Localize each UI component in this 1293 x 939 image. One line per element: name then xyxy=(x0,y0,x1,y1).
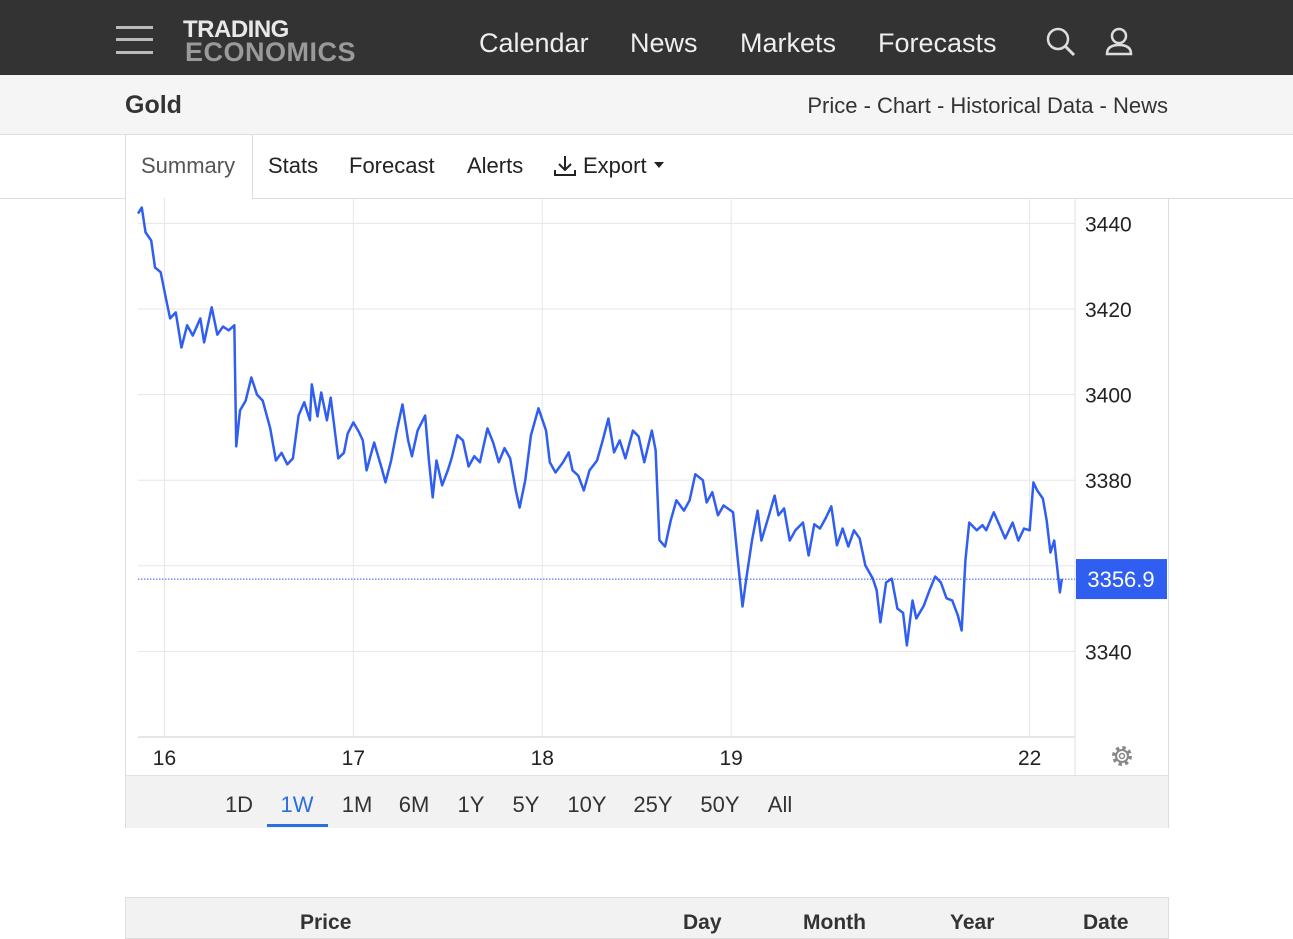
y-tick-label: 3340 xyxy=(1085,641,1132,664)
page-title: Gold xyxy=(125,91,182,119)
sub-header: Gold Price - Chart - Historical Data - N… xyxy=(0,75,1293,135)
range-button[interactable]: 1D xyxy=(224,792,254,817)
logo-line2[interactable]: ECONOMICS xyxy=(185,37,357,67)
range-button[interactable]: 25Y xyxy=(633,792,673,817)
export-icon[interactable] xyxy=(553,154,579,178)
column-header: Year xyxy=(950,911,995,934)
last-price-label: 3356.9 xyxy=(1087,567,1154,592)
price-line xyxy=(136,206,1064,647)
range-button[interactable]: 1Y xyxy=(457,792,485,817)
range-bar xyxy=(126,775,1168,828)
range-button[interactable]: 5Y xyxy=(512,792,540,817)
column-header: Day xyxy=(683,911,722,934)
nav-link[interactable]: Calendar xyxy=(479,28,589,58)
tab[interactable]: Summary xyxy=(141,153,236,178)
export-caret[interactable] xyxy=(653,160,667,170)
x-tick-label: 16 xyxy=(153,747,176,770)
tab[interactable]: Stats xyxy=(268,153,319,178)
nav-link[interactable]: Forecasts xyxy=(878,28,997,58)
chart: 33403360338034003420344016171819223356.9 xyxy=(136,198,1167,775)
menu-button[interactable] xyxy=(116,26,154,56)
active-tab-bg xyxy=(125,135,253,199)
tab[interactable]: Alerts xyxy=(467,153,524,178)
range-button[interactable]: 10Y xyxy=(567,792,607,817)
x-tick-label: 19 xyxy=(720,747,743,770)
range-button[interactable]: 1W xyxy=(280,792,314,817)
logo-line1[interactable]: TRADING xyxy=(183,16,289,43)
range-button[interactable]: 6M xyxy=(398,792,430,817)
range-button[interactable]: 1M xyxy=(341,792,373,817)
x-tick-label: 17 xyxy=(342,747,365,770)
column-header: Month xyxy=(803,911,866,934)
top-nav: TRADING ECONOMICS Calendar News Markets … xyxy=(0,0,1293,75)
tab[interactable]: Forecast xyxy=(349,153,435,178)
column-header: Date xyxy=(1083,911,1129,934)
y-tick-label: 3400 xyxy=(1085,385,1132,408)
range-button[interactable]: All xyxy=(767,792,793,817)
y-tick-label: 3440 xyxy=(1085,213,1132,236)
sub-links[interactable]: Price - Chart - Historical Data - News xyxy=(807,93,1168,118)
user-button[interactable] xyxy=(1104,26,1134,58)
x-tick-label: 18 xyxy=(531,747,554,770)
settings-button[interactable] xyxy=(1108,742,1136,770)
last-price-badge xyxy=(1076,559,1167,600)
nav-link[interactable]: News xyxy=(630,28,698,58)
range-underline xyxy=(267,824,328,827)
search-button[interactable] xyxy=(1045,27,1077,59)
nav-link[interactable]: Markets xyxy=(740,28,837,58)
range-button[interactable]: 50Y xyxy=(700,792,740,817)
y-tick-label: 3380 xyxy=(1085,470,1132,493)
tab[interactable]: Export xyxy=(583,153,647,178)
column-header: Price xyxy=(300,911,352,934)
y-tick-label: 3420 xyxy=(1085,299,1132,322)
x-tick-label: 22 xyxy=(1018,747,1041,770)
table-header xyxy=(125,897,1169,939)
